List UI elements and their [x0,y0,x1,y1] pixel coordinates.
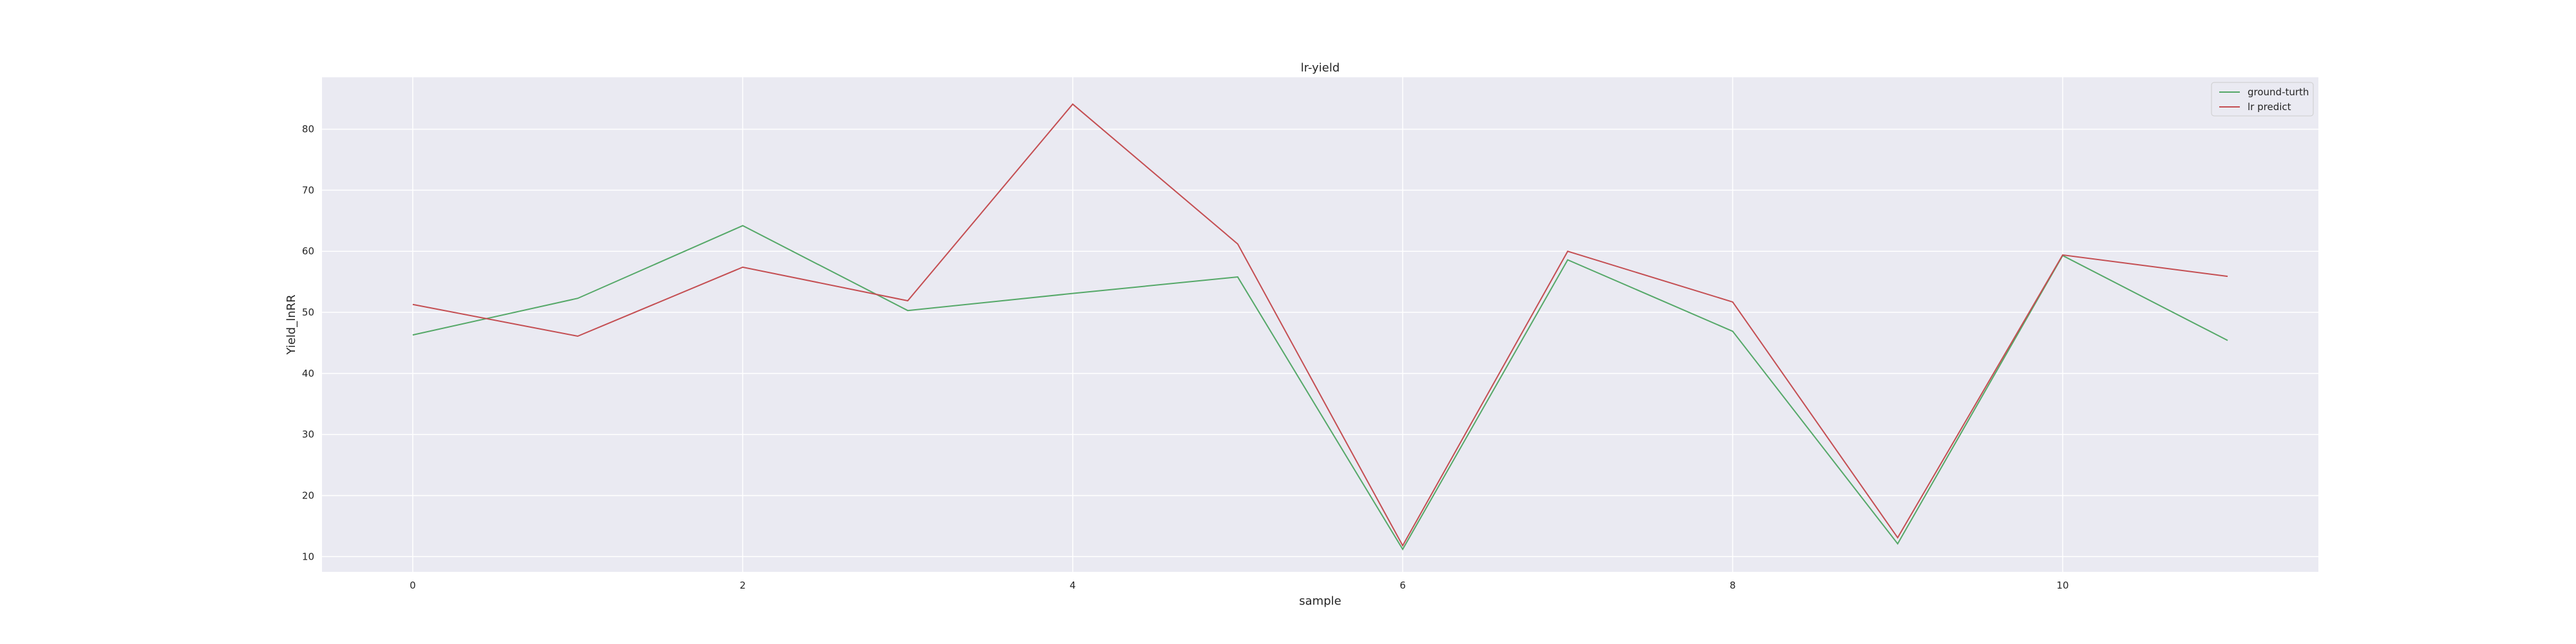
series-lines [412,103,2228,551]
y-tick-label: 20 [302,489,314,501]
series-line-lr-predict [412,103,2228,547]
x-tick-label: 10 [2056,580,2069,591]
x-tick-label: 6 [1399,580,1406,591]
x-tick-label: 2 [740,580,746,591]
x-tick-label: 8 [1730,580,1736,591]
x-tick-label: 4 [1070,580,1076,591]
series-line-ground-turth [412,225,2228,551]
y-tick-label: 50 [302,307,314,318]
chart-title: lr-yield [1301,61,1340,75]
legend-label-lr-predict: lr predict [2248,101,2291,113]
grid-lines [322,77,2318,572]
y-tick-label: 30 [302,429,314,440]
y-axis-label: Yield_lnRR [285,294,298,355]
y-tick-label: 60 [302,245,314,257]
plot-area-background [322,77,2318,572]
y-tick-label: 80 [302,124,314,135]
x-tick-label: 0 [410,580,416,591]
y-tick-label: 70 [302,184,314,196]
legend: ground-turth lr predict [2211,82,2314,117]
tick-labels: 0 2 4 6 8 10 10 20 30 40 50 60 70 80 [302,124,2069,591]
y-tick-label: 10 [302,551,314,562]
x-axis-label: sample [1299,594,1341,608]
y-tick-label: 40 [302,368,314,379]
legend-label-ground-turth: ground-turth [2248,86,2309,98]
